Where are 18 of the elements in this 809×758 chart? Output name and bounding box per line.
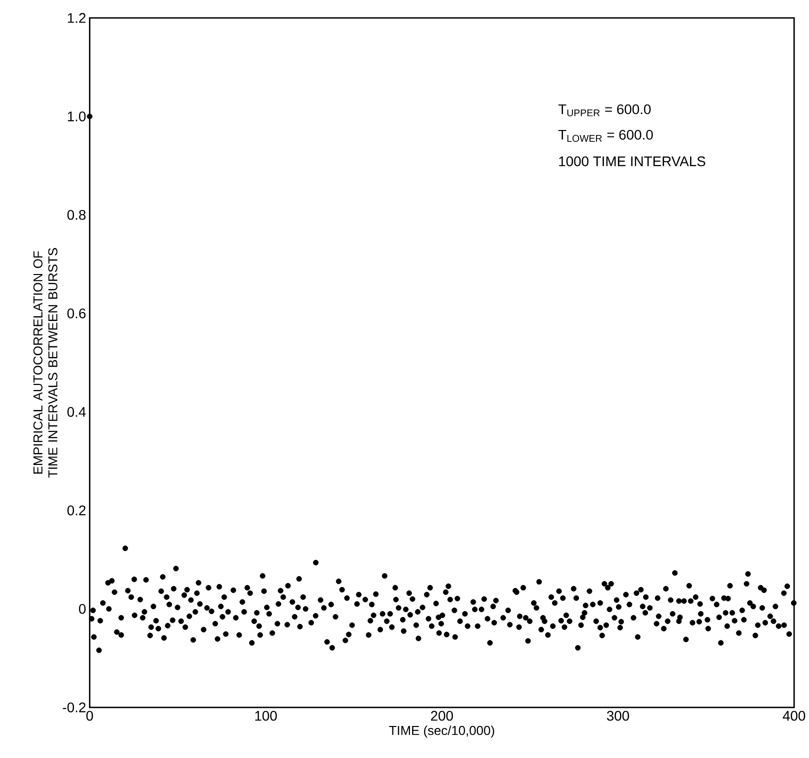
annotation: T$_{UPPER}$ = 600.0 <box>558 104 651 116</box>
y-tick-label: 0.8 <box>67 210 86 220</box>
annotation: T$_{LOWER}$ = 600.0 <box>558 130 653 142</box>
x-axis-title: TIME (sec/10,000) <box>389 725 494 738</box>
y-tick-label: 1.0 <box>68 111 86 122</box>
y-tick-label: 1.2 <box>68 12 86 23</box>
y-tick-label: -0.2 <box>62 702 86 712</box>
x-tick-label: 300 <box>606 710 630 721</box>
x-tick-label: 200 <box>431 710 453 721</box>
x-tick-label: 0 <box>86 710 94 721</box>
y-tick-label: 0.6 <box>67 308 86 318</box>
annotation: 1000 TIME INTERVALS <box>559 156 706 166</box>
y-tick-label: 0.2 <box>67 505 86 516</box>
y-axis-title: EMPIRICAL AUTOCORRELATION OF TIME INTERVALS BETWEEN BURSTS <box>33 248 58 478</box>
y-tick-label: 0.4 <box>67 406 86 417</box>
x-tick-label: 100 <box>255 710 277 721</box>
y-tick-label: 0 <box>78 604 86 614</box>
x-tick-label: 400 <box>782 710 806 721</box>
